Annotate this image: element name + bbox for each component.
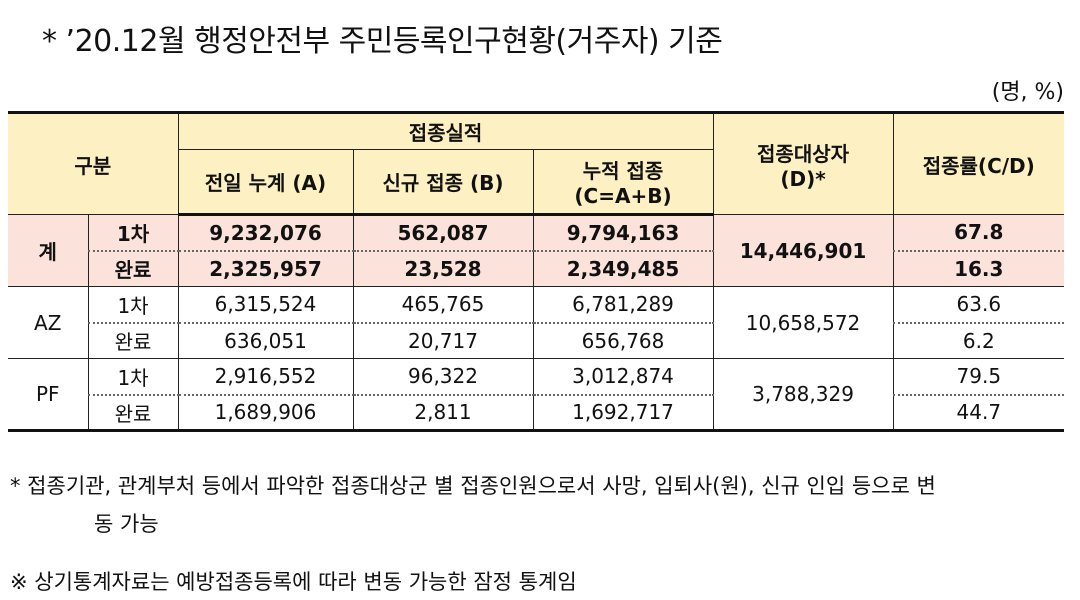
header-prev-cumulative: 전일 누계 (A) bbox=[177, 149, 354, 216]
target-cell: 10,658,572 bbox=[712, 286, 894, 359]
new-cell: 20,717 bbox=[352, 321, 534, 359]
header-category: 구분 bbox=[8, 111, 179, 215]
table-row: AZ 1차 6,315,524 465,765 6,781,289 10,658… bbox=[8, 286, 1065, 359]
rate-cell: 6.2 bbox=[892, 321, 1065, 359]
header-target-line1: 접종대상자 bbox=[757, 141, 850, 166]
header-target-line2: (D)* bbox=[780, 166, 826, 191]
dose-label: 완료 bbox=[87, 321, 179, 359]
table-row: 완료 1,689,906 2,811 1,692,717 44.7 bbox=[8, 393, 1065, 432]
prev-cell: 2,916,552 bbox=[177, 358, 354, 395]
group-name: 계 bbox=[8, 214, 89, 287]
rate-cell: 44.7 bbox=[892, 393, 1065, 432]
cum-cell: 656,768 bbox=[532, 321, 714, 359]
rate-cell: 79.5 bbox=[892, 358, 1065, 395]
new-cell: 96,322 bbox=[352, 358, 534, 395]
prev-cell: 1,689,906 bbox=[177, 393, 354, 432]
table-row: PF 1차 2,916,552 96,322 3,012,874 3,788,3… bbox=[8, 358, 1065, 432]
cum-cell: 2,349,485 bbox=[532, 249, 714, 287]
cum-cell: 1,692,717 bbox=[532, 393, 714, 432]
header-cumulative: 누적 접종 (C=A+B) bbox=[532, 149, 714, 216]
header-cumulative-line2: (C=A+B) bbox=[574, 184, 672, 208]
prev-cell: 9,232,076 bbox=[177, 214, 354, 251]
rate-cell: 16.3 bbox=[892, 249, 1065, 287]
cum-cell: 3,012,874 bbox=[532, 358, 714, 395]
unit-label: (명, %) bbox=[991, 80, 1064, 105]
new-cell: 465,765 bbox=[352, 286, 534, 323]
vaccination-table: 구분 접종실적 접종대상자 (D)* 접종률(C/D) 전일 누계 (A) 신규… bbox=[8, 111, 1065, 432]
page-title: * ’20.12월 행정안전부 주민등록인구현황(거주자) 기준 bbox=[42, 24, 723, 59]
prev-cell: 636,051 bbox=[177, 321, 354, 359]
new-cell: 562,087 bbox=[352, 214, 534, 251]
cum-cell: 9,794,163 bbox=[532, 214, 714, 251]
group-name: AZ bbox=[8, 286, 89, 359]
table-row: 완료 636,051 20,717 656,768 6.2 bbox=[8, 321, 1065, 359]
target-cell: 3,788,329 bbox=[712, 358, 894, 432]
rate-cell: 63.6 bbox=[892, 286, 1065, 323]
rate-cell: 67.8 bbox=[892, 214, 1065, 251]
prev-cell: 2,325,957 bbox=[177, 249, 354, 287]
target-cell: 14,446,901 bbox=[712, 214, 894, 287]
dose-label: 1차 bbox=[87, 358, 179, 395]
header-target: 접종대상자 (D)* bbox=[712, 111, 894, 215]
new-cell: 2,811 bbox=[352, 393, 534, 432]
footnote-1: * 접종기관, 관계부처 등에서 파악한 접종대상군 별 접종인원으로서 사망,… bbox=[10, 474, 936, 498]
new-cell: 23,528 bbox=[352, 249, 534, 287]
cum-cell: 6,781,289 bbox=[532, 286, 714, 323]
dose-label: 1차 bbox=[87, 214, 179, 251]
header-cumulative-line1: 누적 접종 bbox=[582, 159, 664, 183]
dose-label: 완료 bbox=[87, 393, 179, 432]
header-rate: 접종률(C/D) bbox=[892, 111, 1065, 215]
header-performance: 접종실적 bbox=[177, 111, 714, 150]
footnote-2: ※ 상기통계자료는 예방접종등록에 따라 변동 가능한 잠정 통계임 bbox=[10, 570, 577, 594]
dose-label: 완료 bbox=[87, 249, 179, 287]
prev-cell: 6,315,524 bbox=[177, 286, 354, 323]
table-row: 계 1차 9,232,076 562,087 9,794,163 14,446,… bbox=[8, 214, 1065, 287]
footnote-1-continued: 동 가능 bbox=[94, 512, 159, 536]
table-row: 완료 2,325,957 23,528 2,349,485 16.3 bbox=[8, 249, 1065, 287]
group-name: PF bbox=[8, 358, 89, 432]
dose-label: 1차 bbox=[87, 286, 179, 323]
header-new-vacc: 신규 접종 (B) bbox=[352, 149, 534, 216]
